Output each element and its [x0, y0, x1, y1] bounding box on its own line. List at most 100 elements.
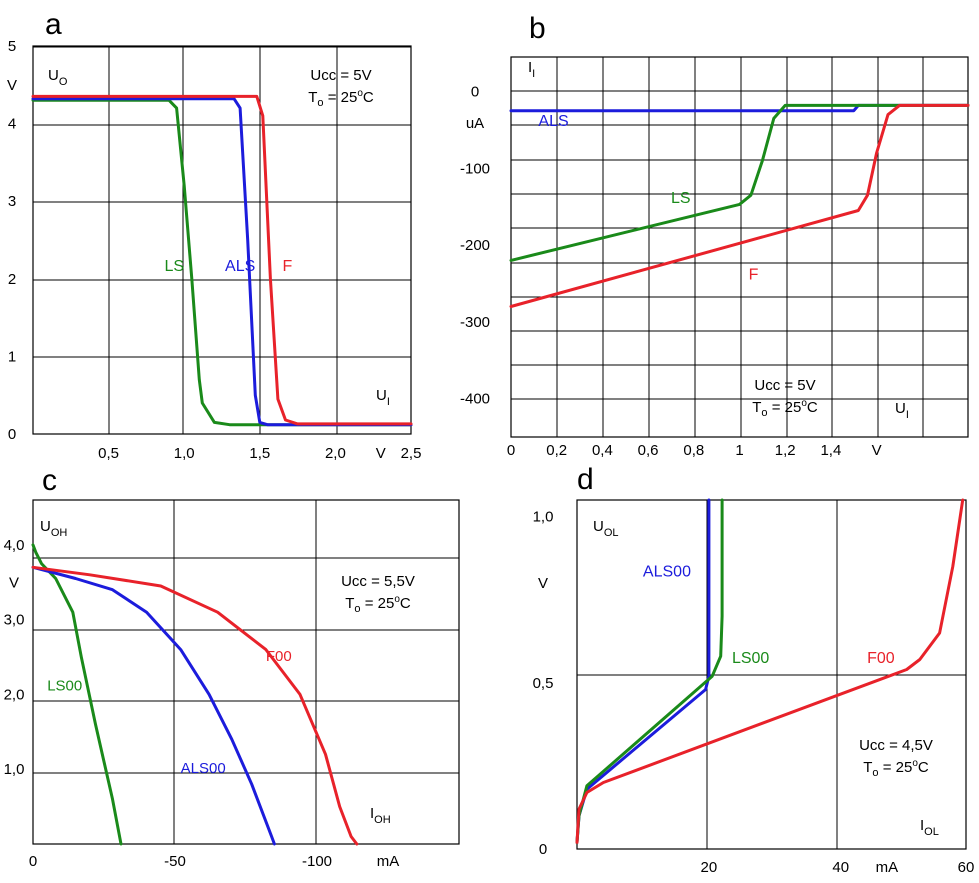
series-line-ls00 [575, 498, 724, 844]
x-tick-label: 2,0 [325, 445, 346, 462]
conditions-annotation: Ucc = 5V To = 25oC [752, 377, 818, 419]
series-label-ls00: LS00 [732, 650, 769, 667]
series-line-als [31, 97, 413, 427]
series-label-ls: LS [671, 190, 691, 207]
tick-labels: 0 -50 -100 mA 1,0 2,0 3,0 V 4,0 [4, 537, 400, 870]
condition-supply: Ucc = 5V [754, 377, 815, 394]
condition-temperature: To = 25oC [752, 398, 818, 419]
panel-c: c 0 -50 -100 mA 1,0 2,0 3,0 V 4,0 UOH IOH Ucc = 5,5V… [4, 464, 460, 870]
series-label-als: ALS [538, 113, 568, 130]
y-axis-label: UOH [40, 518, 67, 539]
x-tick-label: 0,5 [98, 445, 119, 462]
x-axis-label: IOL [920, 817, 939, 838]
y-tick-label: -400 [460, 391, 490, 408]
plot-frame [510, 56, 969, 438]
x-axis-label: IOH [370, 805, 391, 826]
grid [32, 45, 412, 435]
panel-d: d 20 40 mA 60 0 0,5 V 1,0 UOL IOL Ucc = 4,5V To = 25… [533, 463, 975, 876]
plot-frame [32, 499, 460, 845]
series-line-f [31, 94, 413, 426]
series-line-f [509, 103, 970, 308]
y-tick-label: 3 [8, 193, 16, 210]
series-label-ls00: LS00 [47, 678, 82, 695]
x-tick-label: 60 [958, 859, 975, 876]
x-tick-label: 0,8 [683, 442, 704, 459]
x-tick-label: mA [876, 859, 899, 876]
condition-supply: Ucc = 5,5V [341, 573, 415, 590]
x-tick-label: 0 [29, 853, 37, 870]
y-tick-label: 4 [8, 116, 16, 133]
series-label-f: F [749, 267, 759, 284]
plot-frame [32, 45, 412, 435]
y-tick-label: 0 [8, 426, 16, 443]
x-tick-label: V [376, 445, 386, 462]
y-tick-label: V [538, 575, 548, 592]
y-tick-label: 0,5 [533, 675, 554, 692]
y-tick-label: 2 [8, 271, 16, 288]
x-tick-label: 20 [701, 859, 718, 876]
plot-frame [576, 499, 967, 850]
series-line-ls [509, 103, 970, 262]
series-line-als00 [31, 565, 276, 846]
y-tick-label: 4,0 [4, 537, 25, 554]
y-axis-label: UOL [593, 518, 619, 539]
series-label-f: F [282, 258, 292, 275]
series-label-als00: ALS00 [181, 760, 226, 777]
x-axis-label: UI [895, 400, 909, 421]
condition-temperature: To = 25oC [863, 758, 929, 779]
y-axis-label: II [528, 59, 535, 80]
y-tick-label: 5 [8, 38, 16, 55]
series-group [31, 543, 359, 846]
y-tick-label: 0 [471, 84, 479, 101]
x-tick-label: 1 [735, 442, 743, 459]
conditions-annotation: Ucc = 5,5V To = 25oC [341, 573, 415, 615]
x-tick-label: -50 [164, 853, 186, 870]
condition-temperature: To = 25oC [308, 88, 374, 109]
panel-b: b 0 0,2 0,4 0,6 0,8 1 1,2 1,4 V 0 -100 -200 -300 -400 I… [460, 12, 970, 459]
series-label-f00: F00 [266, 648, 292, 665]
x-tick-label: 2,5 [401, 445, 422, 462]
grid [32, 499, 460, 845]
x-tick-label: mA [377, 853, 400, 870]
condition-supply: Ucc = 4,5V [859, 737, 933, 754]
y-tick-label: 1 [8, 348, 16, 365]
y-tick-label: 2,0 [4, 686, 25, 703]
conditions-annotation: Ucc = 5V To = 25oC [308, 67, 374, 109]
y-tick-label: V [9, 574, 19, 591]
series-line-ls00 [31, 543, 123, 846]
series-label-als00: ALS00 [643, 563, 691, 580]
y-tick-label: 0 [539, 841, 547, 858]
y-tick-label: V [7, 77, 17, 94]
grid [576, 499, 967, 850]
condition-temperature: To = 25oC [345, 594, 411, 615]
y-tick-label: 3,0 [4, 612, 25, 629]
x-tick-label: 0,6 [638, 442, 659, 459]
x-tick-label: 0,2 [546, 442, 567, 459]
tick-labels: 0 0,2 0,4 0,6 0,8 1 1,2 1,4 V 0 -100 -200 -300 -400 [460, 84, 882, 459]
series-line-f00 [575, 498, 965, 844]
x-tick-label: 1,4 [820, 442, 841, 459]
series-line-f00 [31, 565, 359, 846]
series-label-f00: F00 [867, 650, 895, 667]
x-axis-label: UI [376, 387, 390, 408]
series-group [31, 94, 413, 427]
x-tick-label: 40 [832, 859, 849, 876]
condition-supply: Ucc = 5V [310, 67, 371, 84]
series-label-ls: LS [165, 258, 185, 275]
y-tick-label: -100 [460, 160, 490, 177]
x-tick-label: 0 [507, 442, 515, 459]
panel-letter: b [529, 12, 546, 45]
x-tick-label: V [872, 442, 882, 459]
series-group [575, 498, 965, 844]
series-group [509, 103, 970, 308]
y-tick-label: 1,0 [533, 509, 554, 526]
series-line-als00 [575, 498, 711, 844]
panel-a: a 0,5 1,0 1,5 2,0 V 2,5 0 1 2 3 4 V 5 UO UI Ucc = 5V To =… [7, 8, 421, 462]
series-label-als: ALS [225, 258, 255, 275]
y-tick-label: -300 [460, 314, 490, 331]
x-tick-label: 1,5 [249, 445, 270, 462]
panel-letter: d [577, 463, 594, 496]
x-tick-label: 1,2 [775, 442, 796, 459]
x-tick-label: 0,4 [592, 442, 613, 459]
